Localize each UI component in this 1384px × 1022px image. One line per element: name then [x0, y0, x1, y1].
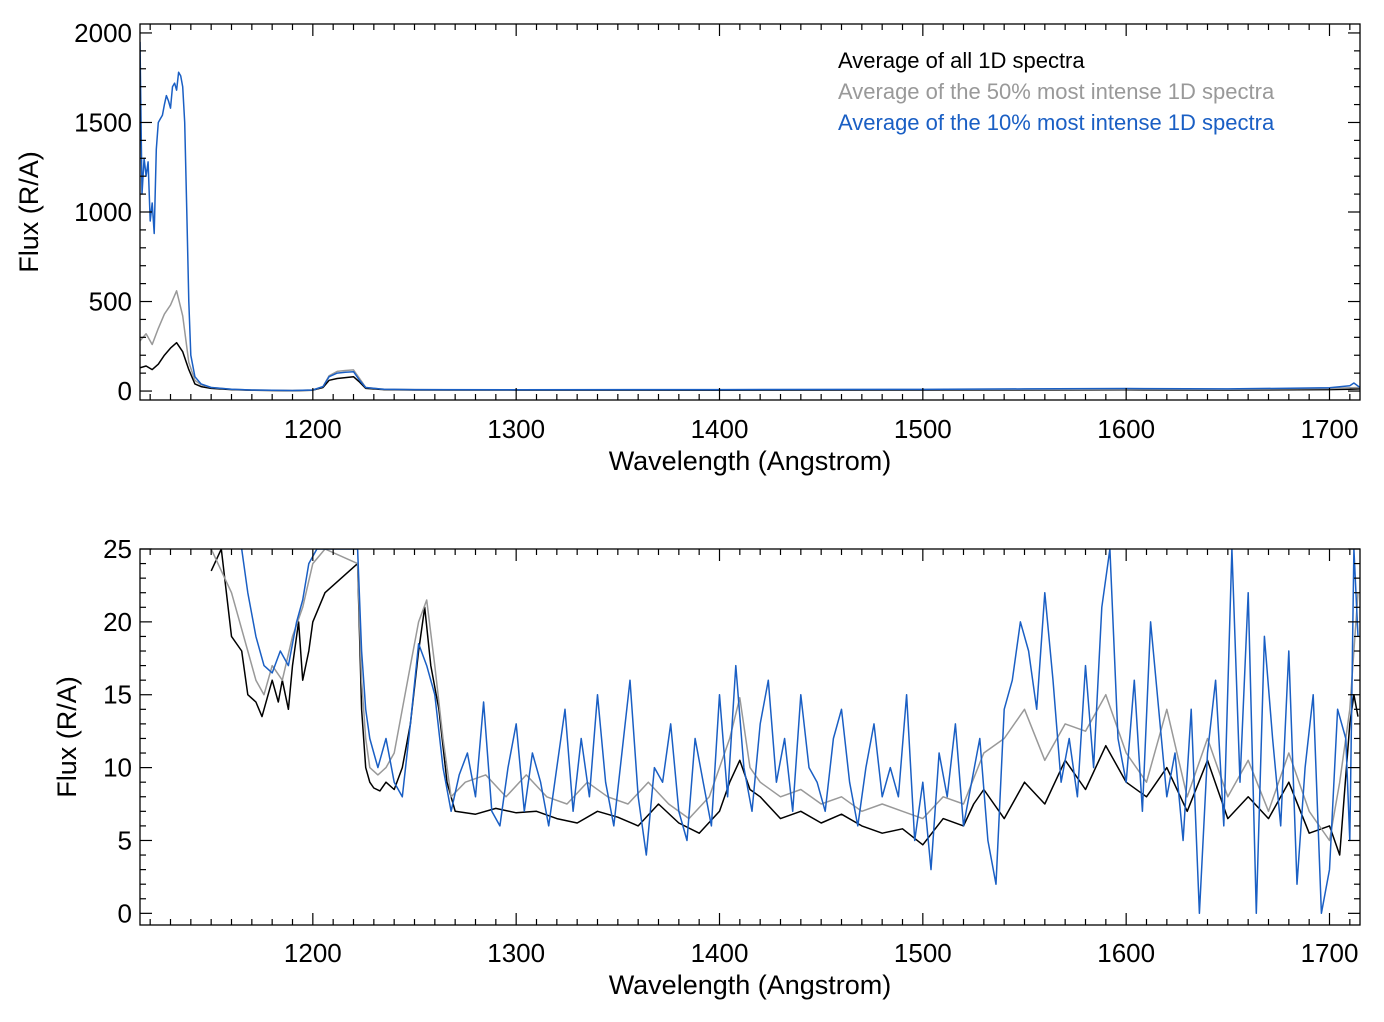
series-line-all	[140, 341, 1360, 392]
x-tick-label: 1200	[284, 414, 342, 444]
y-tick-label: 20	[103, 607, 132, 637]
x-tick-label: 1300	[487, 414, 545, 444]
x-tick-label: 1500	[894, 938, 952, 968]
series-line-top10	[240, 549, 1359, 915]
x-tick-label: 1300	[487, 938, 545, 968]
plot-frame	[139, 548, 1361, 926]
y-tick-label: 0	[118, 376, 132, 406]
x-tick-label: 1700	[1301, 414, 1359, 444]
y-tick-label: 1000	[74, 197, 132, 227]
series-line-top50	[210, 549, 1359, 842]
x-tick-label: 1600	[1097, 414, 1155, 444]
y-tick-label: 15	[103, 680, 132, 710]
y-tick-label: 2000	[74, 18, 132, 48]
x-axis-title: Wavelength (Angstrom)	[609, 446, 892, 476]
series-line-top10	[140, 41, 1360, 392]
legend-entry-all: Average of all 1D spectra	[838, 48, 1085, 73]
y-axis-title: Flux (R/A)	[14, 151, 44, 273]
x-tick-label: 1700	[1301, 938, 1359, 968]
series-line-all	[210, 549, 1359, 856]
y-tick-label: 5	[118, 825, 132, 855]
x-tick-label: 1400	[691, 414, 749, 444]
x-tick-label: 1500	[894, 414, 952, 444]
legend-entry-top50: Average of the 50% most intense 1D spect…	[838, 79, 1275, 104]
plot-area	[140, 41, 1360, 392]
x-tick-label: 1200	[284, 938, 342, 968]
x-tick-label: 1400	[691, 938, 749, 968]
top-panel: 1200 1300 1400 1500 1600 1700 0 500 1000 1500 2000…	[14, 18, 1361, 476]
plot-area	[210, 549, 1359, 915]
x-axis-title: Wavelength (Angstrom)	[609, 970, 892, 1000]
y-tick-label: 500	[89, 287, 132, 317]
y-tick-label: 10	[103, 753, 132, 783]
x-tick-label: 1600	[1097, 938, 1155, 968]
y-tick-label: 1500	[74, 107, 132, 137]
y-tick-label: 0	[118, 898, 132, 928]
y-tick-label: 25	[103, 534, 132, 564]
bottom-panel: 1200 1300 1400 1500 1600 1700 0 5 10 15 20 25 Wavele…	[52, 534, 1361, 1000]
series-line-top50	[140, 290, 1360, 392]
y-axis-title: Flux (R/A)	[52, 676, 82, 798]
legend-entry-top10: Average of the 10% most intense 1D spect…	[838, 110, 1275, 135]
